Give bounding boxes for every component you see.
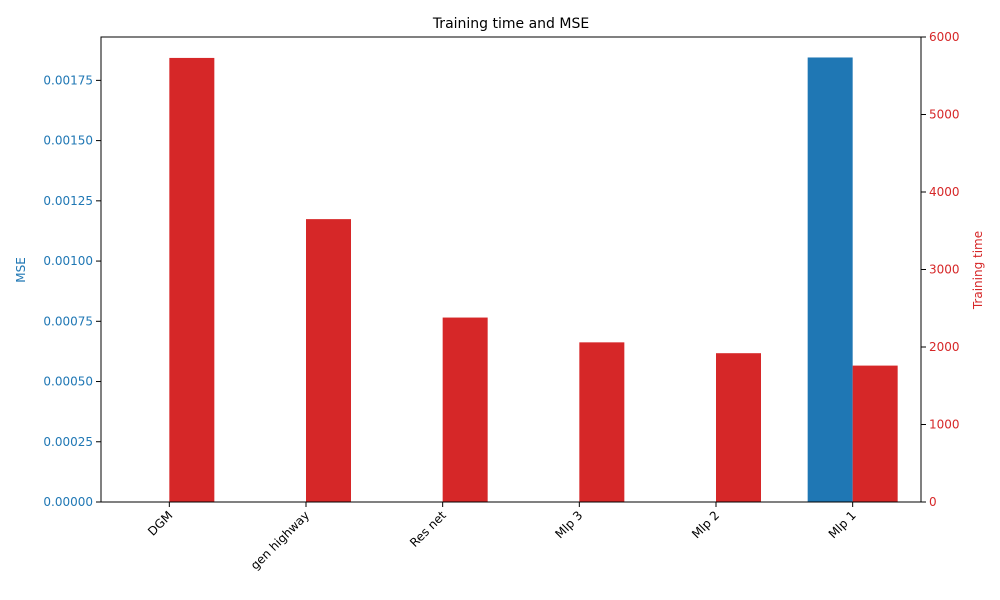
left-axis-ticks: 0.00000 0.00025 0.00050 0.00075 0.00100 0.001… bbox=[43, 73, 101, 509]
bar-mse bbox=[807, 57, 853, 502]
right-tick-label: 5000 bbox=[929, 108, 960, 122]
right-tick-label: 2000 bbox=[929, 340, 960, 354]
left-tick-label: 0.00025 bbox=[43, 435, 93, 449]
x-tick-label: Mlp 1 bbox=[826, 508, 859, 541]
left-axis-label: MSE bbox=[14, 257, 28, 283]
x-axis-ticks: DGM gen highway Res net Mlp 3 Mlp 2 Mlp 1 bbox=[145, 502, 859, 572]
bar-training-time bbox=[716, 353, 761, 502]
bar-training-time bbox=[306, 219, 351, 502]
left-tick-label: 0.00000 bbox=[43, 495, 93, 509]
left-tick-label: 0.00125 bbox=[43, 194, 93, 208]
bars bbox=[169, 57, 898, 503]
left-tick-label: 0.00050 bbox=[43, 375, 93, 389]
bar-training-time bbox=[579, 342, 625, 502]
x-tick-label: Mlp 3 bbox=[552, 508, 585, 541]
right-tick-label: 4000 bbox=[929, 185, 960, 199]
right-tick-label: 3000 bbox=[929, 263, 960, 277]
x-tick-label: DGM bbox=[145, 508, 175, 538]
plot-frame bbox=[100, 36, 922, 503]
bar-training-time bbox=[852, 365, 898, 502]
right-tick-label: 0 bbox=[929, 495, 937, 509]
x-tick-label: Mlp 2 bbox=[689, 508, 722, 541]
right-tick-label: 1000 bbox=[929, 418, 960, 432]
bar-training-time bbox=[169, 57, 215, 503]
x-tick-label: Res net bbox=[407, 508, 449, 550]
right-axis-label: Training time bbox=[971, 231, 985, 310]
chart-title: Training time and MSE bbox=[432, 16, 589, 32]
left-tick-label: 0.00100 bbox=[43, 254, 93, 268]
left-tick-label: 0.00175 bbox=[43, 73, 93, 87]
bar-training-time bbox=[442, 317, 488, 502]
right-axis-ticks: 0 1000 2000 3000 4000 5000 6000 bbox=[921, 30, 960, 509]
right-tick-label: 6000 bbox=[929, 30, 960, 44]
x-tick-label: gen highway bbox=[248, 508, 312, 572]
left-tick-label: 0.00150 bbox=[43, 134, 93, 148]
left-tick-label: 0.00075 bbox=[43, 314, 93, 328]
